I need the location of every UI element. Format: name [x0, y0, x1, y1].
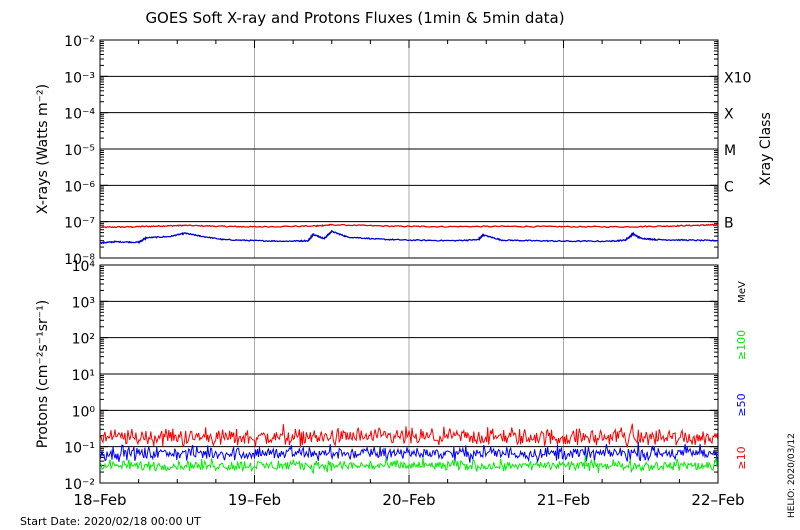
xray-class-b: B — [724, 216, 734, 232]
x-tick-label: 21–Feb — [537, 491, 590, 509]
xray-ytick-label: 10⁻⁴ — [64, 107, 95, 123]
protons-ytick-label: 10⁴ — [72, 259, 96, 275]
xray-class-c: C — [724, 179, 734, 195]
xray-ytick-label: 10⁻⁶ — [64, 179, 95, 195]
x-tick-label: 18–Feb — [73, 491, 126, 509]
xray-ytick-label: 10⁻³ — [64, 70, 95, 86]
xray-ylabel: X-rays (Watts m⁻²) — [35, 84, 51, 214]
start-date-label: Start Date: 2020/02/18 00:00 UT — [20, 515, 201, 528]
xray-series-long — [99, 223, 719, 229]
protons-ytick-label: 10³ — [72, 295, 95, 311]
proton-legend-1: ≥50 — [735, 393, 748, 416]
protons-ytick-label: 10⁻² — [64, 477, 95, 493]
protons-panel: 10⁴ 10³ 10² 10¹ 10⁰ 10⁻¹ 10⁻² Protons (cm⁻²s⁻¹s… — [35, 259, 748, 493]
proton-legend-2: ≥100 — [735, 330, 748, 360]
helio-stamp: HELIO: 2020/03/12 — [787, 433, 797, 518]
xray-class-x10: X10 — [724, 70, 751, 86]
xray-panel: 10⁻² 10⁻³ 10⁻⁴ 10⁻⁵ 10⁻⁶ 10⁻⁷ 10⁻⁸ X-rays (Watt… — [35, 34, 774, 268]
proton-series-2 — [99, 454, 719, 475]
protons-ytick-label: 10⁻¹ — [64, 441, 95, 457]
proton-unit-label: MeV — [737, 281, 748, 303]
protons-ylabel: Protons (cm⁻²s⁻¹sr⁻¹) — [35, 300, 51, 449]
xray-class-x: X — [724, 107, 734, 123]
proton-series-1 — [99, 441, 719, 464]
xray-ytick-label: 10⁻⁷ — [64, 216, 95, 232]
x-tick-label: 22–Feb — [691, 491, 744, 509]
xray-ytick-label: 10⁻² — [64, 34, 95, 50]
proton-legend-0: ≥10 — [735, 446, 748, 469]
proton-series-0 — [99, 423, 719, 449]
x-tick-label: 19–Feb — [228, 491, 281, 509]
protons-ytick-label: 10² — [72, 332, 95, 348]
protons-ytick-label: 10⁰ — [72, 404, 96, 420]
xray-ytick-label: 10⁻⁵ — [64, 143, 95, 159]
chart-title: GOES Soft X-ray and Protons Fluxes (1min… — [145, 9, 564, 27]
x-tick-label: 20–Feb — [382, 491, 435, 509]
protons-ytick-label: 10¹ — [72, 368, 95, 384]
x-axis: 18–Feb 19–Feb 20–Feb 21–Feb 22–Feb — [73, 40, 745, 509]
xray-series-short — [99, 229, 718, 245]
xray-class-axis-label: Xray Class — [758, 112, 774, 186]
xray-ytick-label: 10⁻⁸ — [64, 252, 95, 268]
xray-class-m: M — [724, 143, 736, 159]
